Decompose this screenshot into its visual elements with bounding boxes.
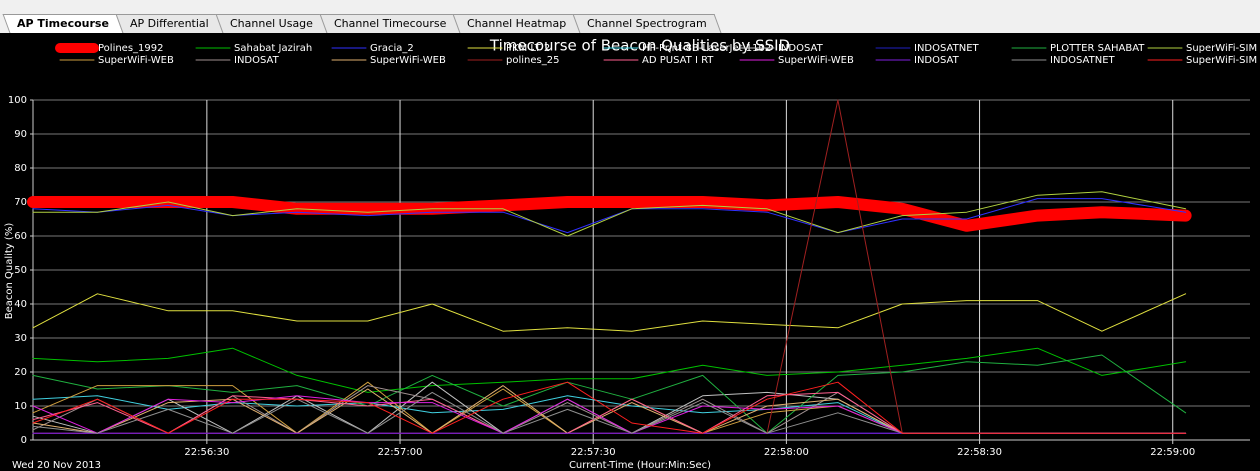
x-axis-label: Current-Time (Hour:Min:Sec) bbox=[569, 460, 711, 471]
tab-label[interactable]: Channel Spectrogram bbox=[587, 17, 707, 30]
legend-label: SuperWiFi-SIM bbox=[1186, 55, 1257, 66]
tab-label[interactable]: Channel Timecourse bbox=[333, 17, 446, 30]
legend-label: polines_25 bbox=[506, 55, 559, 66]
series-line bbox=[32, 198, 1187, 234]
y-tick-label: 10 bbox=[14, 401, 27, 412]
series-line bbox=[32, 354, 1187, 434]
tab-label[interactable]: AP Differential bbox=[129, 17, 209, 30]
legend-label: SuperWiFi-WEB bbox=[370, 55, 446, 66]
date-label: Wed 20 Nov 2013 bbox=[12, 460, 101, 471]
x-tick-label: 22:56:30 bbox=[184, 447, 229, 458]
legend-label: HP-Print-8B-LaserJet 1102 bbox=[642, 43, 771, 54]
legend-label: SuperWiFi-WEB bbox=[98, 55, 174, 66]
legend-label: SuperWiFi-SIM bbox=[1186, 43, 1257, 54]
y-tick-label: 0 bbox=[21, 435, 27, 446]
tab[interactable]: AP Differential bbox=[115, 14, 224, 33]
legend-label: INDOSAT bbox=[234, 55, 280, 66]
chart: Timecourse of Beacon Qualities by SSID W… bbox=[0, 33, 1260, 471]
y-tick-label: 50 bbox=[14, 265, 27, 276]
x-tick-label: 22:57:00 bbox=[378, 447, 423, 458]
tab[interactable]: Channel Heatmap bbox=[452, 14, 581, 33]
tab-label[interactable]: AP Timecourse bbox=[17, 17, 109, 30]
series-line bbox=[32, 191, 1187, 237]
tab[interactable]: Channel Spectrogram bbox=[572, 14, 722, 33]
legend-label: INDOSAT bbox=[914, 55, 960, 66]
tab[interactable]: Channel Timecourse bbox=[319, 14, 461, 33]
legend-label: PLOTTER SAHABAT bbox=[1050, 43, 1145, 54]
tab-label[interactable]: Channel Heatmap bbox=[466, 17, 567, 30]
y-tick-label: 90 bbox=[14, 129, 27, 140]
y-axis-label: Beacon Quality (%) bbox=[4, 223, 15, 320]
series-line bbox=[32, 293, 1187, 332]
tab[interactable]: Channel Usage bbox=[215, 14, 328, 33]
y-tick-label: 100 bbox=[8, 95, 27, 106]
tab-bar: AP Timecourse AP Differential Channel Usag… bbox=[2, 14, 722, 33]
y-tick-label: 80 bbox=[14, 163, 27, 174]
y-tick-label: 70 bbox=[14, 197, 27, 208]
legend-label: INDOSATNET bbox=[1050, 55, 1116, 66]
series-line bbox=[32, 381, 1187, 434]
legend-label: AD PUSAT I RT bbox=[642, 55, 714, 66]
x-tick-label: 22:58:30 bbox=[957, 447, 1002, 458]
legend-label: SuperWiFi-WEB bbox=[778, 55, 854, 66]
series-line bbox=[27, 196, 1192, 232]
legend-label: Gracia_2 bbox=[370, 43, 414, 54]
y-tick-label: 40 bbox=[14, 299, 27, 310]
x-tick-label: 22:58:00 bbox=[764, 447, 809, 458]
legend-label: INDOSATNET bbox=[914, 43, 980, 54]
chart-title: Timecourse of Beacon Qualities by SSID bbox=[489, 37, 790, 55]
tab[interactable]: AP Timecourse bbox=[2, 14, 124, 33]
x-tick-label: 22:59:00 bbox=[1150, 447, 1195, 458]
series-line bbox=[32, 347, 1187, 393]
y-tick-label: 20 bbox=[14, 367, 27, 378]
y-tick-label: 30 bbox=[14, 333, 27, 344]
legend-label: PKM LT 2 bbox=[506, 43, 550, 54]
legend-label: Polines_1992 bbox=[98, 43, 164, 54]
tab-label[interactable]: Channel Usage bbox=[229, 17, 313, 30]
legend-label: Sahabat Jazirah bbox=[234, 43, 312, 54]
y-tick-label: 60 bbox=[14, 231, 27, 242]
chart-background bbox=[0, 33, 1260, 471]
x-tick-label: 22:57:30 bbox=[571, 447, 616, 458]
legend-label: INDOSAT bbox=[778, 43, 824, 54]
